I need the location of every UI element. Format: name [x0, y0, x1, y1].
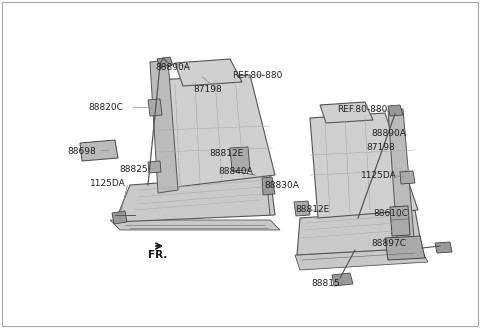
Polygon shape [150, 60, 178, 193]
Text: 88825: 88825 [119, 166, 148, 174]
Text: 1125DA: 1125DA [361, 171, 397, 179]
Polygon shape [155, 75, 275, 188]
Text: 88815: 88815 [311, 279, 340, 289]
Text: 88830A: 88830A [264, 181, 299, 191]
Polygon shape [388, 109, 415, 252]
Text: 88820C: 88820C [88, 102, 123, 112]
Polygon shape [148, 161, 161, 173]
Polygon shape [230, 147, 250, 171]
Text: 88890A: 88890A [371, 129, 406, 137]
Polygon shape [400, 171, 415, 184]
Polygon shape [115, 175, 275, 222]
Polygon shape [320, 102, 373, 123]
Polygon shape [310, 113, 418, 218]
Polygon shape [390, 206, 410, 236]
Polygon shape [388, 105, 403, 116]
Text: 87198: 87198 [193, 86, 222, 94]
Polygon shape [175, 59, 242, 86]
Text: 88698: 88698 [67, 147, 96, 155]
Text: REF.80-880: REF.80-880 [337, 106, 387, 114]
Polygon shape [295, 248, 428, 270]
Polygon shape [294, 201, 310, 216]
Polygon shape [80, 140, 118, 161]
Polygon shape [148, 99, 162, 116]
Text: FR.: FR. [148, 250, 168, 260]
Text: 87198: 87198 [366, 142, 395, 152]
Text: 1125DA: 1125DA [90, 178, 126, 188]
Polygon shape [112, 211, 127, 224]
Polygon shape [262, 177, 275, 195]
Polygon shape [157, 57, 173, 67]
Text: 88840A: 88840A [218, 167, 253, 175]
Text: 88610C: 88610C [373, 210, 408, 218]
Text: REF.80-880: REF.80-880 [232, 71, 282, 79]
Polygon shape [435, 242, 452, 253]
Polygon shape [385, 236, 425, 260]
Text: 88812E: 88812E [295, 206, 329, 215]
Text: 88890A: 88890A [155, 64, 190, 72]
Polygon shape [297, 210, 422, 255]
Polygon shape [110, 220, 280, 230]
Text: 88812E: 88812E [209, 149, 243, 157]
Text: 88897C: 88897C [371, 238, 406, 248]
Polygon shape [332, 273, 353, 286]
